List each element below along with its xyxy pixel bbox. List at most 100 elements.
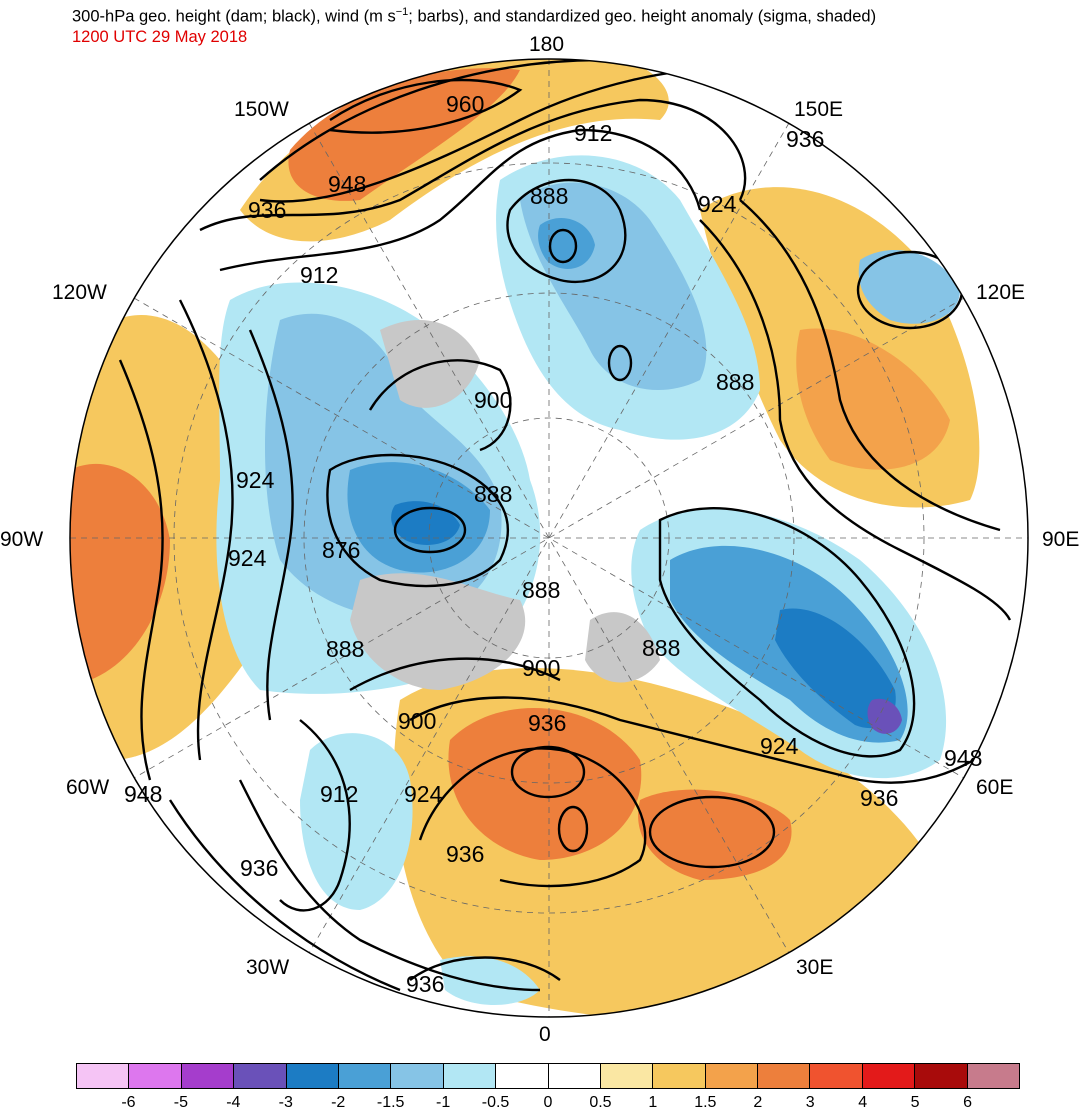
- contour-900-mid: [349, 657, 561, 692]
- colorbar-tick-label: -4: [226, 1094, 241, 1111]
- contour-948-left: [118, 359, 164, 781]
- anomaly-positive-pacific-core: [288, 68, 520, 201]
- contour-912-atlantic: [279, 719, 351, 912]
- contour-924-europe: [409, 696, 991, 784]
- anomaly-shading: [70, 59, 980, 1017]
- colorbar-tick-label: 5: [910, 1094, 920, 1111]
- contour-label: 936: [860, 785, 898, 811]
- contour-948: [259, 59, 701, 203]
- title-text-2: ; barbs), and standardized geo. height a…: [408, 7, 877, 26]
- anomaly-positive-europe-core: [448, 707, 642, 860]
- contour-888-north: [506, 178, 627, 284]
- contour-label: 900: [398, 708, 436, 734]
- colorbar-swatch: [77, 1064, 130, 1088]
- contour-label: 936: [446, 841, 484, 867]
- colorbar-swatch: [705, 1064, 759, 1088]
- arctic-land: [585, 612, 660, 683]
- contour-label: 888: [474, 481, 512, 507]
- title-superscript: −1: [395, 6, 409, 18]
- colorbar-swatch: [967, 1064, 1020, 1088]
- colorbar-swatch: [548, 1064, 601, 1088]
- contour-924-left: [248, 329, 294, 721]
- contour-label: 936: [786, 126, 824, 152]
- lon-label-150w: 150W: [234, 98, 289, 121]
- contour-912: [219, 128, 702, 272]
- valid-time: 1200 UTC 29 May 2018: [72, 28, 248, 46]
- map-title: 300-hPa geo. height (dam; black), wind (…: [72, 6, 876, 27]
- longitude-labels: 180 0 90W 90E 150W 120W 150E 120E 60W 30…: [0, 33, 1079, 1046]
- contour-936: [199, 98, 747, 232]
- anomaly-positive-na-core: [70, 463, 170, 680]
- lon-label-60w: 60W: [66, 776, 109, 799]
- lon-label-150e: 150E: [794, 98, 843, 121]
- anomaly-negative-kara-peak: [867, 698, 902, 734]
- contour-label: 888: [716, 369, 754, 395]
- colorbar-tick-label: 1: [648, 1094, 658, 1111]
- colorbar-swatch: [758, 1064, 811, 1088]
- greenland-land: [350, 573, 526, 690]
- colorbar-swatch: [234, 1064, 287, 1088]
- colorbar-tick-label: -2: [331, 1094, 346, 1111]
- contour-936-iberia-high: [510, 745, 586, 799]
- lon-label-120w: 120W: [52, 281, 107, 304]
- contour-label: 888: [326, 636, 364, 662]
- colorbar-tick-label: 6: [963, 1094, 972, 1111]
- colorbar-tick-labels: -6 -5 -4 -3 -2 -1.5 -1 -0.5 0 0.5 1 1.5 2 3 4 5 6: [76, 1094, 1020, 1112]
- colorbar-swatch: [862, 1064, 916, 1088]
- colorbar-tick-label: 4: [858, 1094, 868, 1111]
- contour-label: 924: [228, 545, 267, 571]
- colorbar-swatch: [391, 1064, 444, 1088]
- contour-label: 936: [240, 855, 278, 881]
- contour-888-canada: [326, 453, 510, 588]
- colorbar-swatch: [338, 1064, 392, 1088]
- contour-936-atlantic: [238, 779, 541, 992]
- contour-label: 948: [124, 781, 162, 807]
- lon-label-120e: 120E: [976, 281, 1025, 304]
- anomaly-colorbar: [76, 1063, 1020, 1089]
- map-border: [69, 58, 1029, 1018]
- contour-labels: 960 948 936 912 888 936 924 912 900 888 …: [124, 91, 982, 997]
- colorbar-tick-label: -5: [173, 1094, 188, 1111]
- contour-label: 888: [522, 577, 560, 603]
- contour-888-siberia: [658, 507, 916, 758]
- anomaly-negative-labrador: [300, 733, 413, 910]
- contour-948-atlantic: [168, 799, 401, 992]
- contour-label: 960: [446, 91, 484, 117]
- contour-europe-low: [557, 805, 589, 853]
- contour-label: 924: [236, 467, 275, 493]
- colorbar-swatch: [181, 1064, 235, 1088]
- contour-900: [368, 359, 512, 452]
- polar-map: 960 948 936 912 888 936 924 912 900 888 …: [0, 33, 1079, 1046]
- contour-960: [329, 78, 523, 134]
- contour-876: [393, 506, 467, 554]
- lon-label-60e: 60E: [976, 776, 1013, 799]
- contour-label: 900: [474, 387, 512, 413]
- contour-924-right: [699, 219, 1012, 621]
- contour-label: 912: [574, 120, 612, 146]
- contour-936-left: [178, 299, 234, 761]
- colorbar-tick-label: -1: [435, 1094, 451, 1111]
- lon-label-90w: 90W: [0, 528, 43, 551]
- colorbar-swatch: [129, 1064, 182, 1088]
- contour-label: 936: [528, 710, 566, 736]
- lon-label-180: 180: [529, 33, 564, 56]
- colorbar-swatch: [496, 1064, 549, 1088]
- contour-label: 924: [404, 781, 443, 807]
- contour-936-russia: [648, 795, 776, 869]
- anomaly-negative-atlantic: [440, 956, 540, 1005]
- colorbar-tick-label: -6: [121, 1094, 136, 1111]
- lon-label-90e: 90E: [1042, 528, 1079, 551]
- height-contours: [118, 59, 1012, 992]
- colorbar-tick-label: 0: [543, 1094, 553, 1111]
- lon-label-30w: 30W: [246, 956, 289, 979]
- lon-label-0: 0: [539, 1023, 551, 1046]
- colorbar-tick-label: 0.5: [589, 1094, 612, 1111]
- colorbar-swatch: [600, 1064, 654, 1088]
- colorbar-swatch: [286, 1064, 339, 1088]
- anomaly-negative-east-asia: [858, 250, 960, 324]
- title-text-1: 300-hPa geo. height (dam; black), wind (…: [72, 7, 396, 26]
- anomaly-positive-siberia-core: [796, 328, 950, 470]
- colorbar-tick-label: 3: [805, 1094, 815, 1111]
- anomaly-negative-kara-core: [775, 608, 896, 729]
- contour-label: 924: [760, 733, 799, 759]
